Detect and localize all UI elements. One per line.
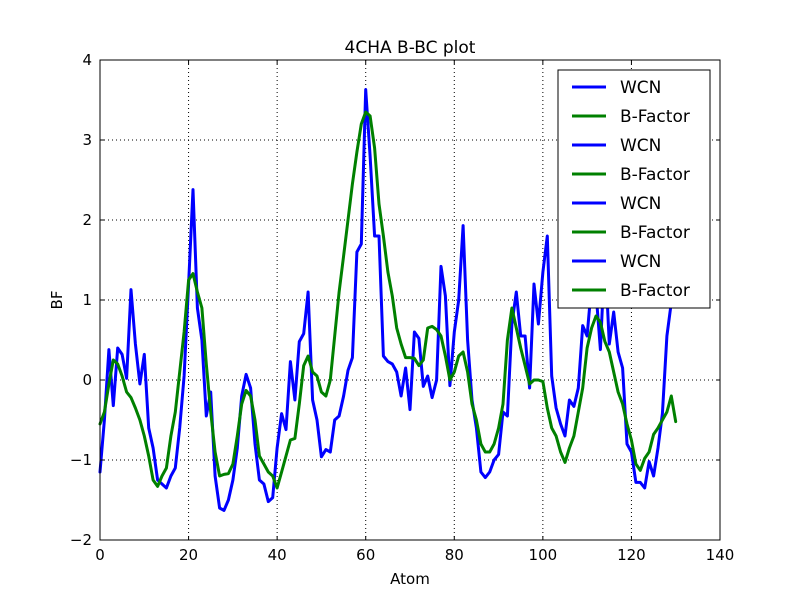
ticks: [99, 59, 721, 541]
legend-box: [557, 69, 711, 309]
legend-label: B-Factor: [620, 107, 690, 127]
x-tick-label: 0: [95, 546, 105, 564]
chart-title: 4CHA B-BC plot: [345, 38, 476, 58]
y-tick-labels: −2 −1 0 1 2 3 4: [70, 51, 92, 549]
x-axis-title: Atom: [390, 570, 430, 588]
y-tick-label: −1: [70, 451, 92, 469]
y-tick-label: 2: [82, 211, 92, 229]
x-tick-label: 140: [706, 546, 735, 564]
x-tick-label: 40: [268, 546, 287, 564]
y-tick-label: 3: [82, 131, 92, 149]
legend-label: WCN: [620, 252, 661, 272]
series-line-wcn: [98, 88, 673, 512]
x-tick-label: 80: [445, 546, 464, 564]
legend-label: WCN: [620, 78, 661, 98]
legend-label: WCN: [620, 194, 661, 214]
y-tick-label: 4: [82, 51, 92, 69]
y-tick-label: 0: [82, 371, 92, 389]
y-tick-label: 1: [82, 291, 92, 309]
x-tick-label: 60: [356, 546, 375, 564]
legend-label: WCN: [620, 136, 661, 156]
legend-label: B-Factor: [620, 223, 690, 243]
legend: WCN B-Factor WCN B-Factor WCN B-Factor WCN B-Fa…: [557, 69, 711, 309]
x-tick-label: 20: [179, 546, 198, 564]
legend-label: B-Factor: [620, 165, 690, 185]
x-tick-label: 100: [529, 546, 558, 564]
legend-label: B-Factor: [620, 281, 690, 301]
series-line-b-factor: [98, 110, 678, 490]
x-tick-labels: 0 20 40 60 80 100 120 140: [95, 546, 734, 564]
y-axis-title: BF: [48, 291, 66, 310]
y-tick-label: −2: [70, 531, 92, 549]
series-layer: [98, 88, 678, 512]
x-tick-label: 120: [617, 546, 646, 564]
